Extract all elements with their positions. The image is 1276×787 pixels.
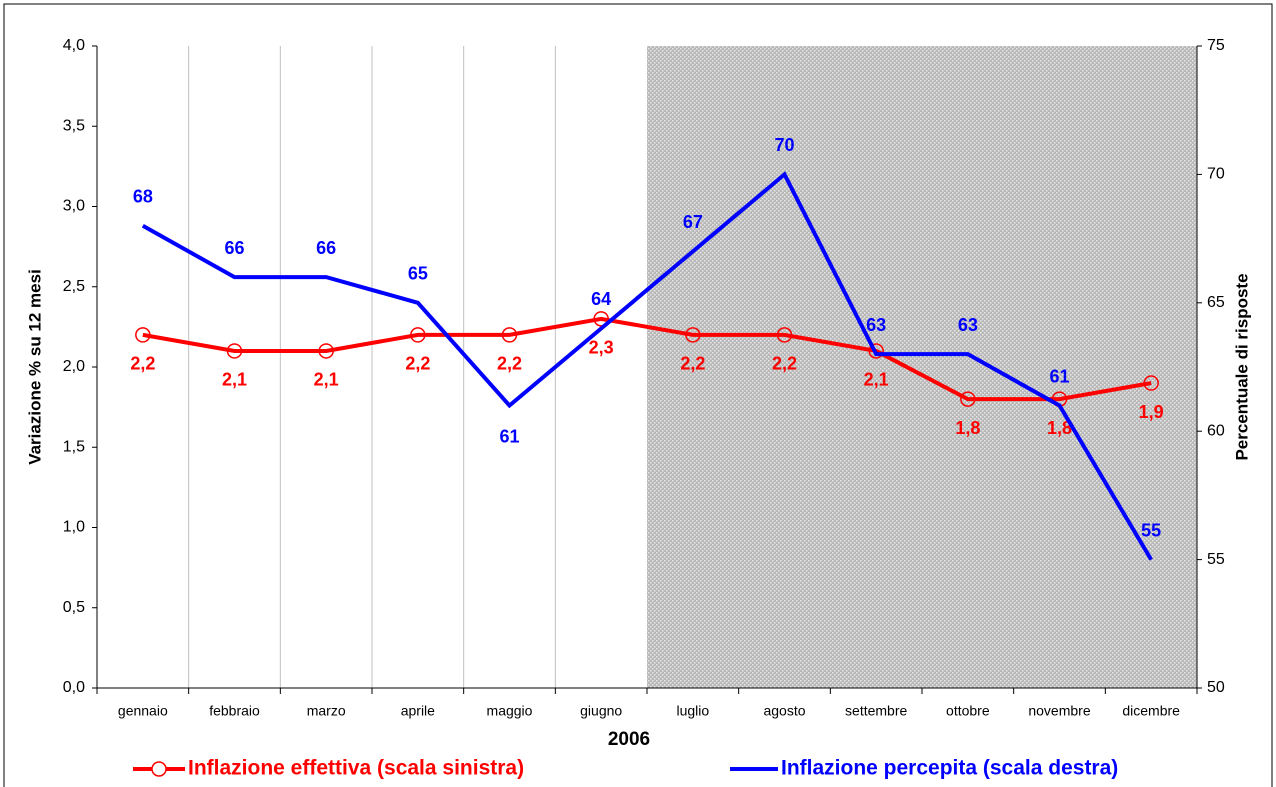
y-tick-label: 2,5 bbox=[63, 278, 85, 295]
y-axis-title: Variazione % su 12 mesi bbox=[25, 269, 44, 465]
y-tick-label: 3,5 bbox=[63, 117, 85, 134]
data-label: 2,1 bbox=[864, 370, 889, 390]
marker bbox=[318, 343, 334, 359]
x-tick-label: novembre bbox=[1028, 703, 1090, 719]
x-tick-label: luglio bbox=[676, 703, 709, 719]
marker bbox=[501, 327, 518, 343]
chart-frame bbox=[3, 3, 1273, 787]
marker bbox=[685, 327, 701, 343]
x-tick-label: giugno bbox=[580, 703, 622, 719]
data-label: 2,2 bbox=[405, 354, 430, 374]
y2-tick-label: 70 bbox=[1207, 166, 1225, 183]
data-label: 67 bbox=[683, 212, 703, 232]
x-tick-label: febbraio bbox=[209, 703, 260, 719]
marker bbox=[960, 391, 976, 407]
series-line bbox=[142, 316, 1152, 402]
y-tick-label: 2,0 bbox=[63, 358, 85, 375]
data-label: 68 bbox=[133, 187, 153, 207]
x-tick-label: dicembre bbox=[1122, 703, 1180, 719]
plot-area: 0,0 0,5 1,0 1,5 2,0 2,5 3,0 3,5 4,0 50 55 60 65 70 75 g… bbox=[63, 37, 1225, 718]
x-tick-label: agosto bbox=[763, 703, 805, 719]
data-label: 61 bbox=[499, 426, 519, 446]
y-tick-label: 0,0 bbox=[63, 679, 85, 696]
y2-tick-label: 65 bbox=[1207, 294, 1225, 311]
y-tick-label: 1,5 bbox=[63, 438, 85, 455]
x-tick-label: marzo bbox=[307, 703, 346, 719]
x-tick-label: gennaio bbox=[118, 703, 168, 719]
marker bbox=[410, 327, 426, 343]
data-label: 1,8 bbox=[955, 418, 980, 438]
data-label: 61 bbox=[1049, 366, 1069, 386]
data-label: 1,8 bbox=[1047, 418, 1072, 438]
x-tick-label: maggio bbox=[487, 703, 533, 719]
marker bbox=[776, 327, 793, 343]
marker bbox=[226, 343, 243, 359]
legend-label: Inflazione effettiva (scala sinistra) bbox=[188, 757, 524, 780]
y2-tick-label: 60 bbox=[1207, 422, 1225, 439]
marker bbox=[135, 327, 151, 343]
data-label: 2,2 bbox=[497, 354, 522, 374]
y2-tick-label: 55 bbox=[1207, 551, 1225, 568]
data-label: 2,3 bbox=[589, 338, 614, 358]
data-label: 66 bbox=[316, 238, 336, 258]
x-axis-title: 2006 bbox=[608, 729, 650, 750]
data-label: 64 bbox=[591, 289, 611, 309]
y-tick-label: 4,0 bbox=[63, 37, 85, 54]
data-label: 2,2 bbox=[772, 354, 797, 374]
data-label: 70 bbox=[774, 135, 794, 155]
legend-label: Inflazione percepita (scala destra) bbox=[781, 757, 1118, 780]
data-label: 1,9 bbox=[1139, 402, 1164, 422]
data-label: 2,2 bbox=[130, 354, 155, 374]
data-label: 63 bbox=[958, 315, 978, 335]
data-label: 2,1 bbox=[314, 370, 339, 390]
y-tick-label: 1,0 bbox=[63, 519, 85, 536]
marker bbox=[868, 343, 884, 359]
data-label: 2,1 bbox=[222, 370, 247, 390]
shaded-region bbox=[647, 46, 1197, 688]
y2-tick-label: 50 bbox=[1207, 679, 1225, 696]
y-tick-label: 0,5 bbox=[63, 599, 85, 616]
series-line bbox=[141, 171, 1153, 561]
x-tick-label: aprile bbox=[401, 703, 435, 719]
data-label: 66 bbox=[224, 238, 244, 258]
legend-marker bbox=[151, 761, 167, 777]
marker bbox=[1143, 375, 1159, 391]
y2-tick-label: 75 bbox=[1207, 37, 1225, 54]
x-tick-label: ottobre bbox=[946, 703, 990, 719]
data-label: 65 bbox=[408, 264, 428, 284]
x-tick-label: settembre bbox=[845, 703, 907, 719]
data-label: 55 bbox=[1141, 520, 1161, 540]
data-label: 2,2 bbox=[680, 354, 705, 374]
data-label: 63 bbox=[866, 315, 886, 335]
marker bbox=[593, 311, 609, 327]
y2-axis-title: Percentuale di risposte bbox=[1232, 273, 1251, 460]
y-tick-label: 3,0 bbox=[63, 198, 85, 215]
